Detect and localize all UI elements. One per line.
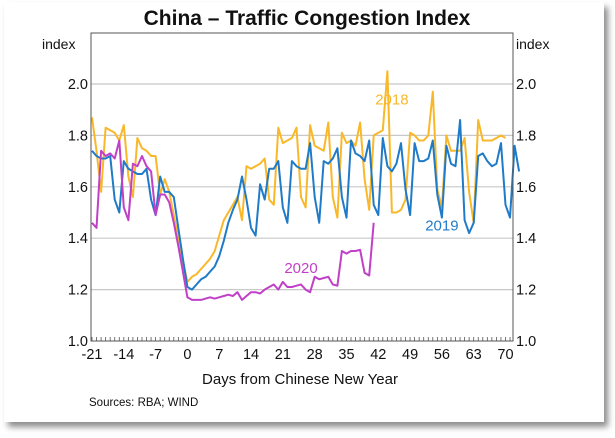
series-lines [91, 70, 521, 301]
y-tick-label-left: 1.2 [68, 283, 88, 299]
series-line-2019 [91, 119, 521, 291]
plot-frame [90, 32, 514, 342]
x-tick-label: 7 [215, 347, 223, 363]
x-tick-label: 63 [466, 347, 482, 363]
x-tick-label: 42 [370, 347, 386, 363]
x-axis: -21 -14 -7 0 7 14 21 28 35 42 49 56 63 70 [82, 337, 514, 363]
x-tick-label: 35 [338, 347, 354, 363]
x-tick-label: 28 [307, 347, 323, 363]
series-label-2019: 2019 [425, 217, 458, 234]
y-axis-left: 1.0 1.2 1.4 1.6 1.8 2.0 [68, 77, 88, 350]
y-axis-unit-left: index [42, 36, 75, 52]
series-label-2018: 2018 [375, 92, 408, 109]
series-label-2020: 2020 [284, 260, 317, 277]
y-tick-label-right: 2.0 [516, 77, 536, 93]
series-line-2018 [91, 70, 507, 283]
chart-title: China – Traffic Congestion Index [144, 7, 471, 30]
chart-card [4, 2, 604, 422]
x-tick-label: 70 [497, 347, 513, 363]
x-tick-label: -14 [113, 347, 134, 363]
y-tick-label-right: 1.8 [516, 128, 536, 144]
y-axis-unit-right: index [516, 36, 549, 52]
source-note: Sources: RBA; WIND [89, 397, 198, 409]
x-tick-label: -7 [149, 347, 162, 363]
y-tick-label-right: 1.2 [516, 283, 536, 299]
y-tick-label-left: 2.0 [68, 77, 88, 93]
x-tick-label: 49 [402, 347, 418, 363]
y-tick-label-right: 1.6 [516, 180, 536, 196]
x-tick-label: 0 [183, 347, 191, 363]
y-axis-right: 1.0 1.2 1.4 1.6 1.8 2.0 [516, 77, 536, 350]
x-axis-label: Days from Chinese New Year [202, 371, 398, 388]
x-tick-label: 21 [275, 347, 291, 363]
series-annotations: 2018 2019 2020 [284, 92, 458, 277]
x-tick-label: 56 [434, 347, 450, 363]
y-tick-label-left: 1.4 [68, 231, 88, 247]
x-tick-label: -21 [82, 347, 103, 363]
series-line-2020 [91, 139, 375, 301]
y-tick-label-right: 1.0 [516, 334, 536, 350]
y-tick-label-left: 1.6 [68, 180, 88, 196]
y-tick-label-left: 1.0 [68, 334, 88, 350]
x-tick-label: 14 [243, 347, 259, 363]
gridlines [91, 83, 513, 291]
y-tick-label-left: 1.8 [68, 128, 88, 144]
y-tick-label-right: 1.4 [516, 231, 536, 247]
